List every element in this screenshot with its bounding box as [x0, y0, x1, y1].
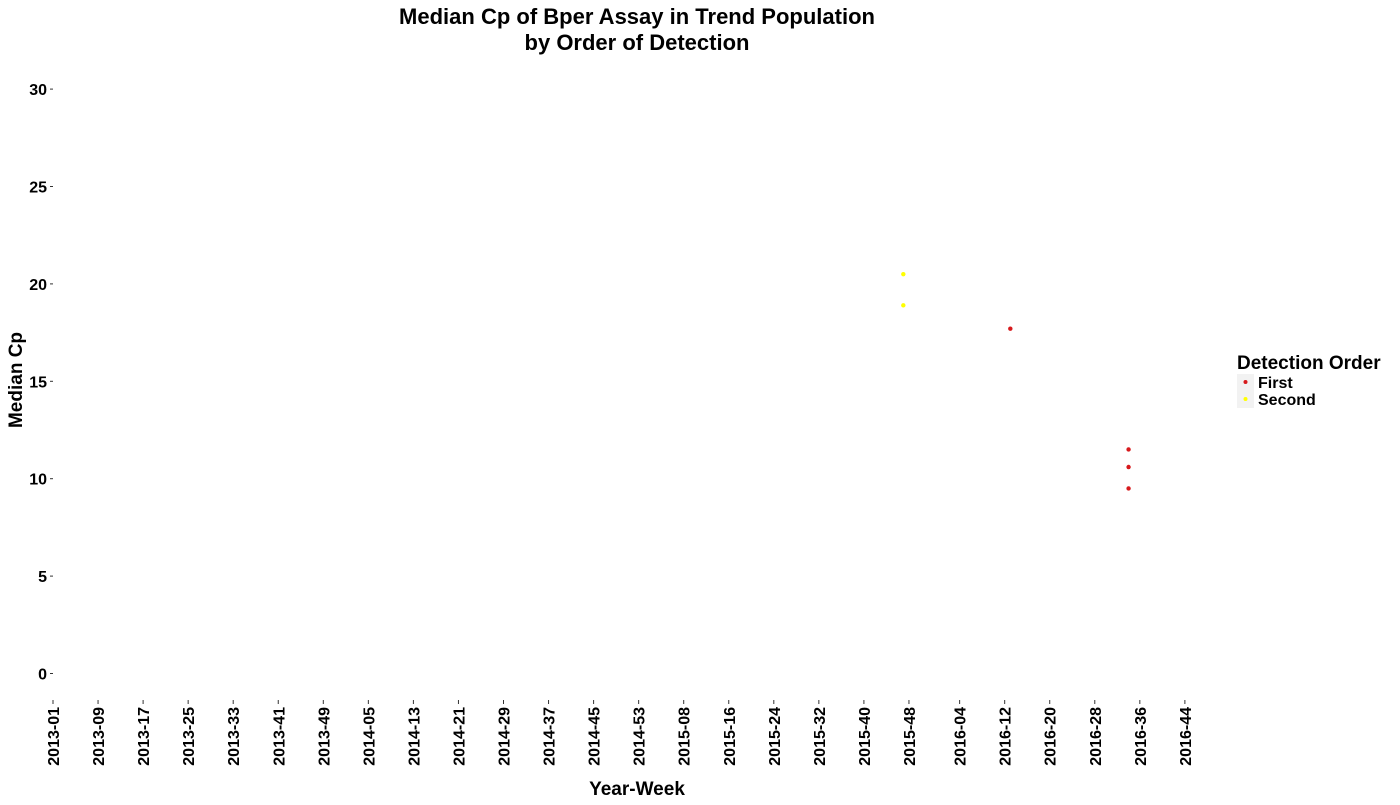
x-tick-label: 2014-21 — [451, 707, 468, 766]
y-axis-title: Median Cp — [6, 332, 27, 428]
x-tick-label: 2013-25 — [181, 707, 198, 766]
x-tick-label: 2013-17 — [136, 707, 153, 766]
data-point-first — [1008, 326, 1013, 331]
x-tick-label: 2016-04 — [953, 707, 970, 766]
chart-title-line-1: Median Cp of Bper Assay in Trend Populat… — [399, 4, 875, 29]
x-tick-label: 2016-44 — [1178, 707, 1195, 766]
legend-marker-first — [1243, 380, 1248, 384]
x-tick-label: 2015-32 — [812, 707, 829, 766]
x-tick-label: 2015-40 — [857, 707, 874, 766]
data-point-second — [901, 271, 906, 277]
x-tick-label: 2014-45 — [587, 707, 604, 766]
data-point-first — [1126, 447, 1131, 452]
data-point-second — [901, 303, 906, 308]
legend-label-first: First — [1258, 375, 1293, 392]
x-tick-label: 2014-05 — [361, 707, 378, 766]
x-tick-label: 2014-29 — [497, 707, 514, 766]
x-tick-label: 2013-01 — [46, 707, 63, 766]
chart-title-line-2: by Order of Detection — [525, 30, 750, 55]
x-tick-label: 2014-53 — [632, 707, 649, 766]
x-tick-label: 2013-41 — [271, 707, 288, 766]
y-tick-label: 5 — [38, 569, 47, 586]
x-tick-label: 2015-48 — [902, 707, 919, 766]
x-tick-label: 2013-09 — [91, 707, 108, 766]
y-axis: 0 5 10 15 20 25 30 — [29, 82, 53, 684]
y-tick-label: 25 — [29, 180, 47, 197]
x-tick-label: 2016-36 — [1133, 707, 1150, 766]
x-tick-label: 2016-28 — [1088, 707, 1105, 766]
x-tick-label: 2015-16 — [722, 707, 739, 766]
y-tick-label: 30 — [29, 82, 47, 99]
y-tick-label: 0 — [38, 667, 47, 684]
legend-title: Detection Order — [1237, 353, 1381, 374]
chart-title: Median Cp of Bper Assay in Trend Populat… — [399, 4, 875, 55]
y-tick-label: 15 — [29, 374, 47, 391]
data-points — [901, 271, 1131, 491]
data-point-first — [1126, 464, 1131, 470]
y-tick-label: 20 — [29, 277, 47, 294]
x-tick-label: 2016-20 — [1043, 707, 1060, 766]
x-tick-label: 2013-49 — [316, 707, 333, 766]
y-tick-label: 10 — [29, 472, 47, 489]
x-tick-label: 2014-37 — [542, 707, 559, 766]
x-tick-label: 2015-24 — [767, 707, 784, 766]
x-axis: 2013-01 2013-09 2013-17 2013-25 2013-33 2013-… — [46, 700, 1195, 766]
x-tick-label: 2013-33 — [226, 707, 243, 766]
x-tick-label: 2016-12 — [998, 707, 1015, 766]
x-axis-title: Year-Week — [589, 779, 685, 800]
data-point-first — [1126, 486, 1131, 491]
legend-label-second: Second — [1258, 392, 1316, 409]
x-tick-label: 2015-08 — [677, 707, 694, 766]
x-tick-label: 2014-13 — [406, 707, 423, 766]
legend-marker-second — [1243, 397, 1248, 401]
